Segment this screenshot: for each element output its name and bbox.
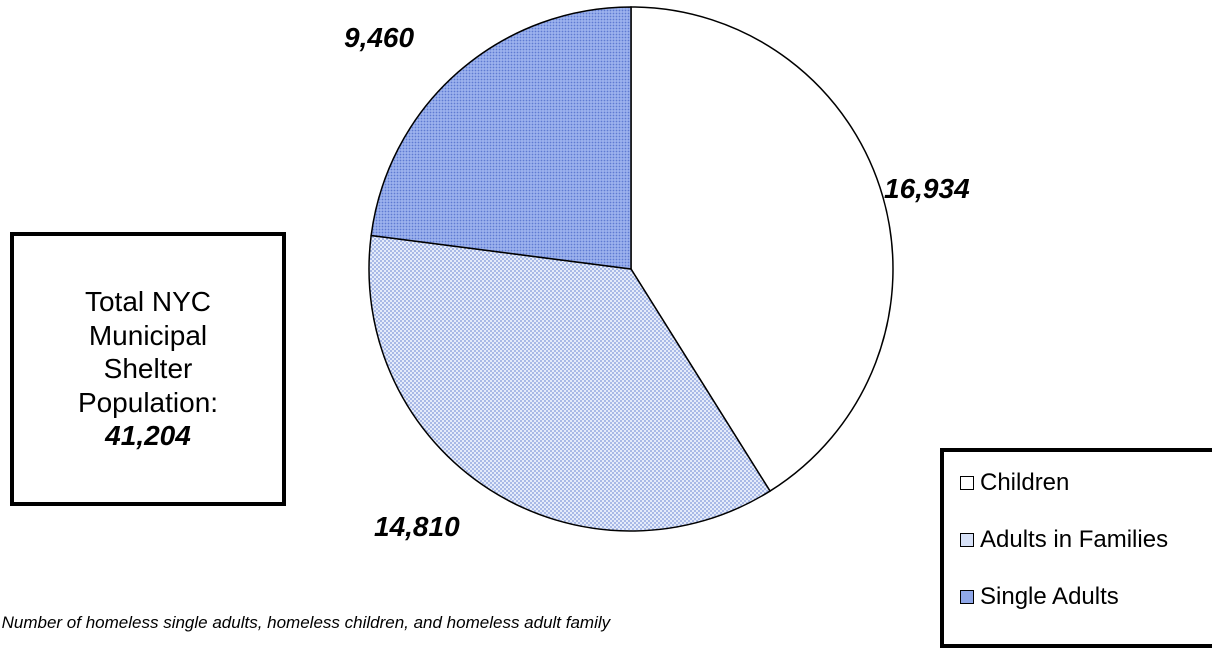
legend: Children Adults in Families Single Adult… bbox=[940, 448, 1212, 648]
legend-swatch-adults-in-families bbox=[960, 533, 974, 547]
pie-slice-single-adults bbox=[370, 6, 632, 270]
data-label-children: 16,934 bbox=[884, 173, 970, 204]
total-box-line-1: Total NYC bbox=[84, 286, 212, 318]
total-box-line-3: Shelter bbox=[103, 353, 193, 385]
pie-slice-adults-in-families bbox=[368, 234, 772, 532]
legend-swatch-children bbox=[960, 476, 974, 490]
legend-label-adults-in-families: Adults in Families bbox=[980, 526, 1169, 553]
legend-label-children: Children bbox=[980, 469, 1070, 496]
footnote: te: Number of homeless single adults, ho… bbox=[0, 613, 611, 632]
data-label-single-adults: 9,460 bbox=[344, 22, 415, 53]
total-box-line-4: Population: bbox=[77, 386, 219, 418]
legend-item-adults-in-families: Adults in Families bbox=[960, 525, 1212, 555]
legend-item-children: Children bbox=[960, 468, 1212, 498]
total-box-line-2: Municipal bbox=[88, 319, 208, 351]
legend-swatch-single-adults bbox=[960, 590, 974, 604]
pie-chart bbox=[368, 6, 894, 532]
total-population-box: Total NYC Municipal Shelter Population: … bbox=[10, 232, 286, 506]
data-label-adults-in-families: 14,810 bbox=[374, 511, 460, 542]
pie-slice-children bbox=[630, 6, 894, 493]
total-population-value: 41,204 bbox=[105, 420, 191, 452]
legend-label-single-adults: Single Adults bbox=[980, 583, 1119, 610]
legend-item-single-adults: Single Adults bbox=[960, 582, 1212, 612]
